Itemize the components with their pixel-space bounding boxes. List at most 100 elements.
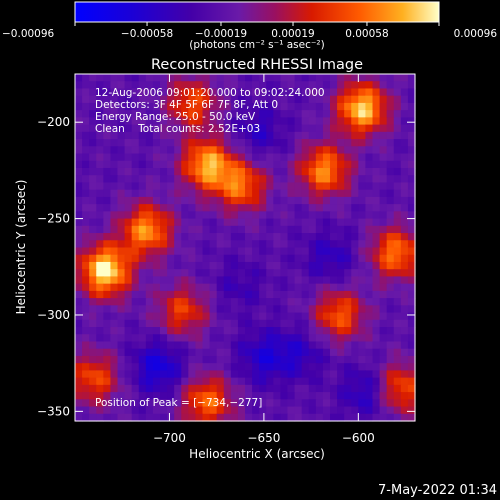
heatmap-cell xyxy=(230,225,239,234)
heatmap-cell xyxy=(245,218,253,227)
heatmap-cell xyxy=(301,218,310,227)
heatmap-cell xyxy=(273,399,282,408)
heatmap-cell xyxy=(407,196,416,205)
heatmap-cell xyxy=(259,74,267,82)
heatmap-cell xyxy=(407,146,416,155)
heatmap-cell xyxy=(245,240,253,249)
heatmap-cell xyxy=(82,370,90,379)
heatmap-cell xyxy=(230,276,239,285)
heatmap-cell xyxy=(351,74,359,82)
heatmap-cell xyxy=(138,204,147,212)
heatmap-cell xyxy=(259,175,267,184)
heatmap-cell xyxy=(96,160,104,169)
heatmap-cell xyxy=(131,117,140,126)
heatmap-cell xyxy=(252,110,260,118)
heatmap-cell xyxy=(301,102,310,111)
heatmap-cell xyxy=(89,146,97,155)
heatmap-cell xyxy=(252,124,260,133)
plot-frame xyxy=(74,73,416,422)
heatmap-cell xyxy=(301,196,310,205)
heatmap-cell xyxy=(138,81,147,90)
heatmap-cell xyxy=(124,153,133,162)
heatmap-cell xyxy=(138,370,147,379)
heatmap-cell xyxy=(245,153,253,162)
heatmap-cell xyxy=(152,124,161,133)
heatmap-cell xyxy=(96,204,104,212)
heatmap-cell xyxy=(160,261,168,270)
heatmap-cell xyxy=(330,334,338,343)
heatmap-cell xyxy=(351,392,359,400)
heatmap-cell xyxy=(308,269,317,278)
heatmap-cell xyxy=(259,283,267,292)
heatmap-cell xyxy=(400,327,409,335)
heatmap-cell xyxy=(308,146,317,155)
heatmap-cell xyxy=(237,370,246,379)
heatmap-cell xyxy=(195,298,204,306)
heatmap-cell xyxy=(103,348,112,357)
heatmap-cell xyxy=(344,399,352,408)
heatmap-cell xyxy=(110,88,119,97)
heatmap-cell xyxy=(386,261,395,270)
heatmap-cell xyxy=(103,189,112,198)
heatmap-cell xyxy=(400,153,409,162)
heatmap-cell xyxy=(393,319,402,328)
heatmap-cell xyxy=(103,312,112,321)
heatmap-cell xyxy=(322,117,331,126)
heatmap-cell xyxy=(315,124,324,133)
heatmap-cell xyxy=(230,254,239,263)
heatmap-cell xyxy=(131,110,140,118)
heatmap-cell xyxy=(280,406,289,415)
heatmap-cell xyxy=(386,160,395,169)
heatmap-cell xyxy=(124,189,133,198)
heatmap-cell xyxy=(89,290,97,299)
heatmap-cell xyxy=(407,392,416,400)
heatmap-cell xyxy=(252,334,260,343)
heatmap-cell xyxy=(138,160,147,169)
heatmap-cell xyxy=(145,363,154,371)
heatmap-cell xyxy=(372,334,381,343)
heatmap-cell xyxy=(138,88,147,97)
heatmap-cell xyxy=(188,348,197,357)
heatmap-cell xyxy=(89,319,97,328)
heatmap-cell xyxy=(273,298,282,306)
heatmap-cell xyxy=(301,153,310,162)
heatmap-cell xyxy=(82,377,90,386)
heatmap-cell xyxy=(96,167,104,176)
heatmap-cell xyxy=(216,384,225,393)
heatmap-cell xyxy=(365,355,374,364)
heatmap-cell xyxy=(252,269,260,278)
heatmap-cell xyxy=(117,153,126,162)
heatmap-cell xyxy=(202,204,211,212)
heatmap-cell xyxy=(110,225,119,234)
heatmap-cell xyxy=(230,211,239,220)
heatmap-cell xyxy=(96,261,104,270)
heatmap-cell xyxy=(216,124,225,133)
heatmap-cell xyxy=(287,88,296,97)
heatmap-cell xyxy=(230,363,239,371)
heatmap-cell xyxy=(245,117,253,126)
heatmap-cell xyxy=(110,233,119,241)
heatmap-cell xyxy=(124,348,133,357)
heatmap-cell xyxy=(96,399,104,408)
heatmap-cell xyxy=(181,269,189,278)
heatmap-cell xyxy=(252,363,260,371)
heatmap-cell xyxy=(379,254,388,263)
heatmap-cell xyxy=(223,327,232,335)
heatmap-cell xyxy=(89,413,97,422)
heatmap-cell xyxy=(181,196,189,205)
heatmap-cell xyxy=(372,298,381,306)
heatmap-cell xyxy=(280,88,289,97)
heatmap-cell xyxy=(174,399,182,408)
heatmap-cell xyxy=(181,384,189,393)
heatmap-cell xyxy=(393,204,402,212)
heatmap-cell xyxy=(131,139,140,147)
heatmap-cell xyxy=(322,413,331,422)
heatmap-cell xyxy=(103,233,112,241)
heatmap-cell xyxy=(131,160,140,169)
heatmap-cell xyxy=(386,247,395,256)
heatmap-cell xyxy=(75,175,83,184)
heatmap-cell xyxy=(330,117,338,126)
heatmap-cell xyxy=(294,319,303,328)
heatmap-cell xyxy=(216,334,225,343)
heatmap-cell xyxy=(82,384,90,393)
